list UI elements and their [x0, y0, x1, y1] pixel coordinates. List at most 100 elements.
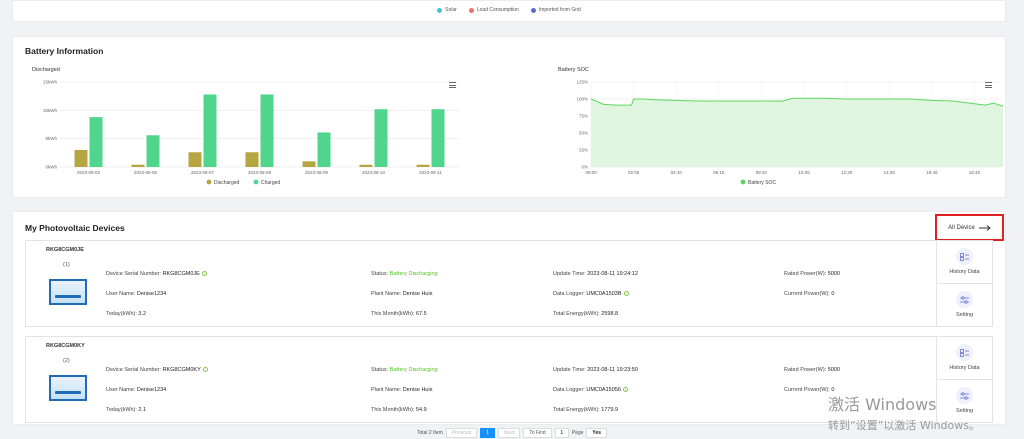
x-tick-label: 02:05: [628, 170, 640, 175]
legend-label: Load Consumption: [476, 7, 519, 13]
device-name-link[interactable]: RKG8CGM0KY: [46, 343, 85, 349]
bar-discharged: [302, 161, 316, 167]
legend-dot: [206, 179, 212, 185]
device-index: (2): [63, 358, 70, 364]
device-status-label: Status:: [371, 271, 389, 277]
go-button[interactable]: Yes: [586, 428, 608, 438]
history-data-icon: [956, 248, 973, 266]
legend-item-grid[interactable]: Imported from Grid: [530, 7, 581, 13]
energy-legend: Solar Load Consumption Imported from Gri…: [13, 7, 1005, 13]
watermark-line-1: 激活 Windows: [828, 395, 937, 414]
y-tick-label: 75%: [579, 114, 588, 119]
info-icon[interactable]: i: [623, 291, 629, 297]
history-data-button[interactable]: History Data: [937, 241, 992, 284]
device-user-name: User Name: Denise1234: [106, 291, 166, 297]
bar-charged: [374, 109, 388, 167]
device-total-energy-label: Total Energy(kWh):: [553, 407, 600, 413]
device-total-energy-label: Total Energy(kWh):: [553, 311, 600, 317]
arrow-right-icon: [978, 224, 991, 231]
legend-item-load[interactable]: Load Consumption: [468, 7, 519, 13]
info-icon[interactable]: i: [622, 387, 628, 393]
bar-discharged: [188, 152, 202, 167]
history-data-label: History Data: [949, 365, 980, 372]
chart-menu-icon[interactable]: [449, 82, 456, 88]
device-update-time-label: Update Time:: [553, 271, 586, 277]
legend-dot-solar: [437, 7, 443, 13]
battery-soc-area-chart: 0% 25% 50% 75% 100% 125% 00:00 02:05 04:10 06:15 0…: [576, 80, 1007, 186]
device-update-time-label: Update Time:: [553, 367, 586, 373]
legend-item-solar[interactable]: Solar: [437, 7, 457, 13]
next-page-button[interactable]: Next: [498, 428, 521, 438]
bar-charged: [203, 94, 217, 167]
device-today-energy-value: 3.2: [138, 311, 147, 317]
soc-area: [591, 98, 1007, 167]
device-plant-name-label: Plant Name:: [371, 291, 402, 297]
x-tick-label: 2023-08-09: [305, 170, 329, 175]
x-tick-label: 06:15: [713, 170, 725, 175]
setting-label: Setting: [955, 408, 974, 415]
device-serial-number: Device Serial Number: RKG8CGM0JE i: [106, 271, 207, 277]
device-current-power-value: 0: [831, 387, 835, 393]
y-tick-label: 5kWh: [45, 136, 57, 141]
device-user-name-value: Denise1234: [136, 387, 167, 393]
history-data-label: History Data: [949, 269, 980, 276]
chart-menu-icon[interactable]: [985, 82, 992, 88]
y-tick-label: 125%: [576, 80, 588, 85]
x-tick-label: 2023-08-06: [134, 170, 158, 175]
device-rated-power-label: Rated Power(W):: [784, 367, 827, 373]
device-user-name: User Name: Denise1234: [106, 387, 166, 393]
device-today-energy-label: Today(kWh):: [106, 311, 137, 317]
history-data-icon: [956, 344, 973, 362]
settings-sliders-icon: [956, 387, 973, 405]
bar-discharged: [131, 164, 145, 167]
y-tick-label: 0%: [581, 165, 588, 170]
x-tick-label: 2023-08-11: [419, 170, 442, 175]
device-name-link[interactable]: RKG8CGM0JE: [46, 247, 84, 253]
discharged-chart: Discharged 0kWh 5kWh 10kWh 15kWh 2023-08-03 2…: [13, 63, 473, 193]
inverter-device-icon[interactable]: [49, 279, 87, 305]
x-tick-label: 14:35: [884, 170, 896, 175]
device-serial-number-label: Device Serial Number:: [106, 367, 162, 373]
x-tick-label: 2023-08-07: [191, 170, 215, 175]
x-tick-label: 2023-08-03: [77, 170, 101, 175]
device-rated-power: Rated Power(W): 5000: [784, 367, 840, 373]
device-month-energy-label: This Month(kWh):: [371, 311, 415, 317]
to-first-button[interactable]: To First: [523, 428, 552, 438]
page-number-input[interactable]: [554, 428, 569, 438]
info-icon[interactable]: i: [201, 271, 207, 277]
device-user-name-label: User Name:: [106, 291, 136, 297]
setting-button[interactable]: Setting: [937, 284, 992, 327]
page-1-button[interactable]: 1: [480, 428, 496, 438]
setting-label: Setting: [955, 312, 974, 319]
device-actions: History Data Setting: [936, 241, 992, 326]
device-update-time: Update Time: 2023-08-11 19:24:12: [553, 271, 638, 277]
info-icon[interactable]: i: [202, 367, 208, 373]
device-data-logger-value: UMC0A15056: [586, 387, 621, 393]
device-rated-power-value: 5000: [827, 271, 840, 277]
previous-page-button[interactable]: Previous: [445, 428, 478, 438]
bar-charged: [431, 109, 445, 167]
device-data-logger: Data Logger: UMC0A15056 i: [553, 387, 628, 393]
bar-charged: [317, 132, 331, 167]
device-update-time-value: 2023-08-11 19:23:50: [587, 367, 638, 373]
bar-discharged: [416, 164, 430, 167]
device-actions: History Data Setting: [936, 337, 992, 422]
setting-button[interactable]: Setting: [937, 380, 992, 423]
x-tick-label: 08:20: [756, 170, 768, 175]
all-device-link[interactable]: All Device: [935, 214, 1004, 241]
pagination-total: Total 2 Item: [416, 430, 443, 436]
device-data-logger: Data Logger: UMC0A1503B i: [553, 291, 629, 297]
x-tick-label: 04:10: [671, 170, 683, 175]
watermark-line-2: 转到“设置”以激活 Windows。: [828, 419, 980, 432]
inverter-device-icon[interactable]: [49, 375, 87, 401]
device-rated-power-value: 5000: [827, 367, 840, 373]
y-tick-label: 50%: [579, 131, 588, 136]
x-tick-label: 2023-08-08: [248, 170, 272, 175]
device-row: RKG8CGM0KY (2) Device Serial Number: RKG8C…: [25, 336, 993, 423]
device-serial-number: Device Serial Number: RKG8CGM0KY i: [106, 367, 208, 373]
chart-title: Battery SOC: [558, 67, 589, 73]
device-serial-number-value: RKG8CGM0JE: [162, 271, 200, 277]
history-data-button[interactable]: History Data: [937, 337, 992, 380]
device-month-energy-value: 67.5: [415, 311, 427, 317]
device-rated-power: Rated Power(W): 5000: [784, 271, 840, 277]
